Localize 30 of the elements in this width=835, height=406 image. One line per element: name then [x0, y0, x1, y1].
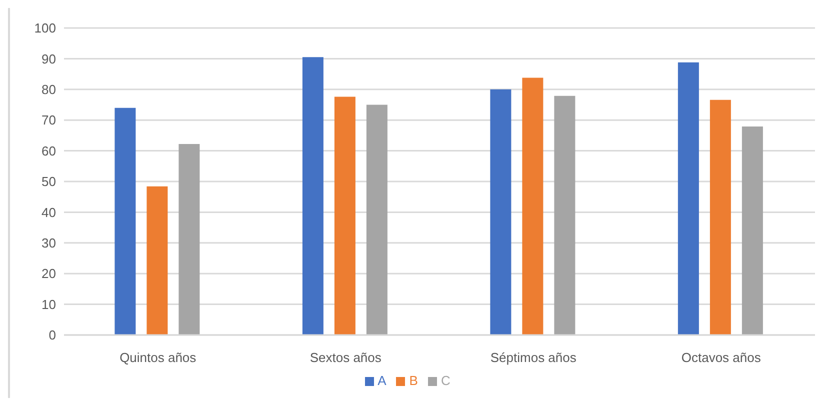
y-tick-label: 80 — [42, 82, 56, 98]
bar — [146, 186, 168, 335]
bar — [302, 57, 324, 335]
legend-label: B — [409, 373, 418, 388]
bar — [522, 78, 544, 335]
legend-label: A — [378, 373, 386, 388]
y-tick-label: 10 — [42, 296, 56, 312]
y-tick-label: 100 — [34, 20, 56, 36]
bar — [490, 89, 512, 335]
bar — [742, 126, 763, 335]
y-tick-label: 40 — [42, 204, 56, 220]
bar — [334, 96, 356, 335]
bar — [678, 62, 699, 335]
bar — [554, 96, 576, 335]
x-tick-label: Quintos años — [120, 350, 197, 366]
x-tick-label: Octavos años — [681, 350, 762, 366]
bar — [114, 108, 136, 335]
bar — [178, 144, 200, 335]
y-tick-label: 0 — [48, 328, 56, 343]
y-tick-label: 60 — [42, 143, 56, 158]
y-tick-label: 70 — [42, 112, 56, 128]
x-tick-label: Séptimos años — [490, 350, 577, 366]
bar — [366, 104, 388, 335]
bar — [710, 100, 731, 335]
legend-label: C — [440, 373, 450, 388]
y-tick-label: 20 — [42, 266, 56, 282]
y-tick-label: 90 — [42, 51, 56, 66]
y-tick-label: 50 — [42, 174, 56, 190]
y-tick-label: 30 — [42, 236, 56, 251]
x-tick-label: Sextos años — [310, 350, 382, 366]
